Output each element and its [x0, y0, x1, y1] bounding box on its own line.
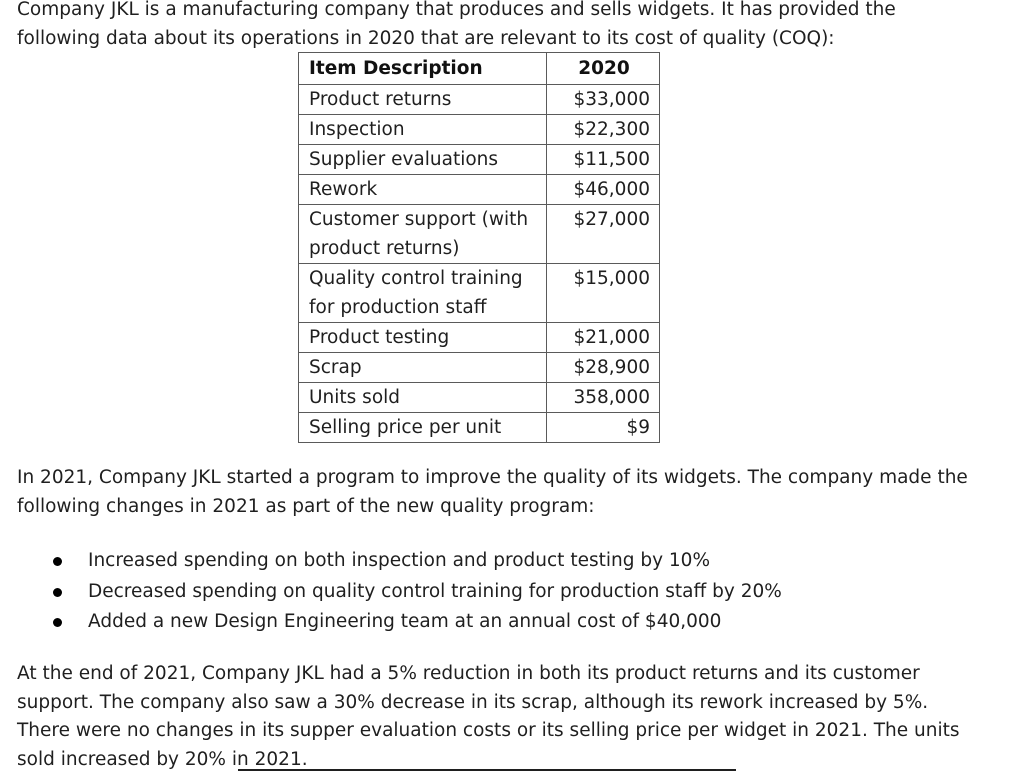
- row-value: $33,000: [546, 84, 660, 115]
- coq-data-table: Item Description 2020 Product returns $3…: [298, 52, 660, 443]
- row-value: $46,000: [546, 174, 660, 205]
- list-item: Decreased spending on quality control tr…: [0, 577, 782, 608]
- row-item: Units sold: [298, 382, 547, 413]
- header-year: 2020: [546, 52, 660, 85]
- row-value: $9: [546, 412, 660, 443]
- table-row: Product returns $33,000: [298, 84, 660, 115]
- row-value: $28,900: [546, 352, 660, 383]
- bullet-icon: [53, 587, 62, 597]
- row-value: $22,300: [546, 114, 660, 145]
- row-item: Product returns: [298, 84, 547, 115]
- table-row: Units sold 358,000: [298, 382, 660, 413]
- row-item: Scrap: [298, 352, 547, 383]
- row-value: $21,000: [546, 322, 660, 353]
- list-item-text: Added a new Design Engineering team at a…: [88, 611, 722, 632]
- intro-paragraph: Company JKL is a manufacturing company t…: [17, 0, 896, 49]
- row-item: Customer support (with product returns): [298, 204, 547, 264]
- header-item-description: Item Description: [298, 52, 547, 85]
- list-item-text: Increased spending on both inspection an…: [88, 550, 711, 571]
- table-row: Product testing $21,000: [298, 322, 660, 353]
- list-item-text: Decreased spending on quality control tr…: [88, 580, 782, 602]
- row-value: $15,000: [546, 263, 660, 323]
- results-paragraph: At the end of 2021, Company JKL had a 5%…: [17, 663, 960, 770]
- row-item: Rework: [298, 174, 547, 205]
- bullet-icon: [53, 557, 62, 566]
- program-paragraph: In 2021, Company JKL started a program t…: [17, 467, 968, 517]
- row-item: Selling price per unit: [298, 412, 547, 443]
- list-item: Increased spending on both inspection an…: [0, 546, 782, 577]
- row-value: $11,500: [546, 144, 660, 175]
- table-row: Selling price per unit $9: [298, 412, 660, 443]
- list-item: Added a new Design Engineering team at a…: [0, 607, 782, 638]
- row-item: Inspection: [298, 114, 547, 145]
- row-value: 358,000: [546, 382, 660, 413]
- changes-list: Increased spending on both inspection an…: [0, 546, 782, 638]
- bullet-icon: [53, 618, 62, 627]
- table-row: Supplier evaluations $11,500: [298, 144, 660, 175]
- row-item: Supplier evaluations: [298, 144, 547, 175]
- row-value: $27,000: [546, 204, 660, 264]
- table-header-row: Item Description 2020: [298, 52, 660, 85]
- table-row: Scrap $28,900: [298, 352, 660, 383]
- table-row: Rework $46,000: [298, 174, 660, 205]
- row-item: Quality control training for production …: [298, 263, 547, 323]
- table-row: Inspection $22,300: [298, 114, 660, 145]
- underline-divider: [238, 769, 736, 771]
- table-row: Customer support (with product returns) …: [298, 204, 660, 264]
- table-row: Quality control training for production …: [298, 263, 660, 323]
- row-item: Product testing: [298, 322, 547, 353]
